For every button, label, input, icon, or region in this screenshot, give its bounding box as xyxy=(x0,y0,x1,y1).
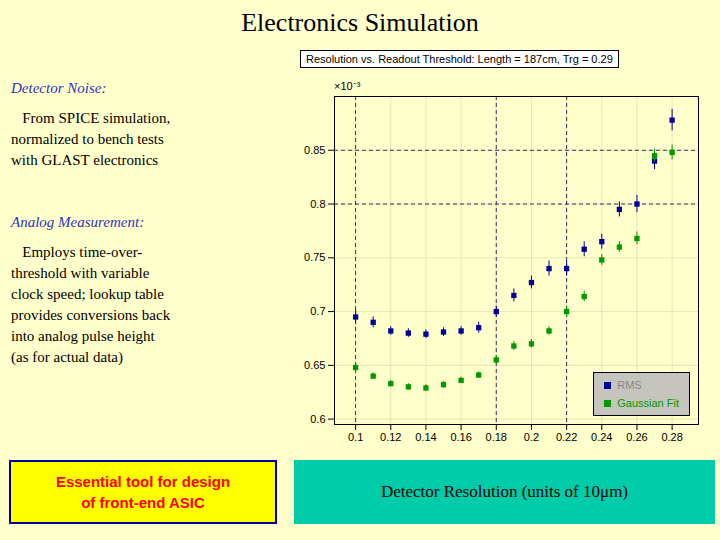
html-text:Employs time-over- threshold w: Employs time-over- threshold with variab… xyxy=(11,244,171,365)
svg-text:0.7: 0.7 xyxy=(310,305,325,317)
html-text:RMS: RMS xyxy=(617,379,642,391)
svg-text:0.22: 0.22 xyxy=(556,431,577,443)
svg-text:0.6: 0.6 xyxy=(310,413,325,425)
svg-text:0.75: 0.75 xyxy=(304,251,325,263)
svg-text:0.18: 0.18 xyxy=(486,431,507,443)
html-text:Electronics Simulation: Electronics Simulation xyxy=(241,8,479,37)
html-text:Detector Resolution (units of: Detector Resolution (units of 10μm) xyxy=(381,482,628,501)
html-text:Gaussian Fit: Gaussian Fit xyxy=(617,397,679,409)
svg-text:0.12: 0.12 xyxy=(380,431,401,443)
svg-text:0.24: 0.24 xyxy=(591,431,612,443)
html-text:Resolution vs. Readout Thresho: Resolution vs. Readout Threshold: Length… xyxy=(306,53,613,65)
svg-text:0.26: 0.26 xyxy=(626,431,647,443)
svg-text:0.85: 0.85 xyxy=(304,144,325,156)
svg-text:0.16: 0.16 xyxy=(450,431,471,443)
html-text:From SPICE simulation, normali: From SPICE simulation, normalized to ben… xyxy=(11,110,171,168)
html-text:Analog Measurement:: Analog Measurement: xyxy=(11,214,145,230)
html-text:Detector Noise:: Detector Noise: xyxy=(11,80,107,96)
svg-text:0.8: 0.8 xyxy=(310,198,325,210)
html-text:×10⁻³: ×10⁻³ xyxy=(334,80,361,92)
html-text:Essential tool for design of f: Essential tool for design of front-end A… xyxy=(55,473,231,511)
svg-text:0.65: 0.65 xyxy=(304,359,325,371)
svg-text:0.28: 0.28 xyxy=(661,431,682,443)
svg-text:0.2: 0.2 xyxy=(524,431,539,443)
svg-text:0.1: 0.1 xyxy=(348,431,363,443)
svg-text:0.14: 0.14 xyxy=(415,431,436,443)
